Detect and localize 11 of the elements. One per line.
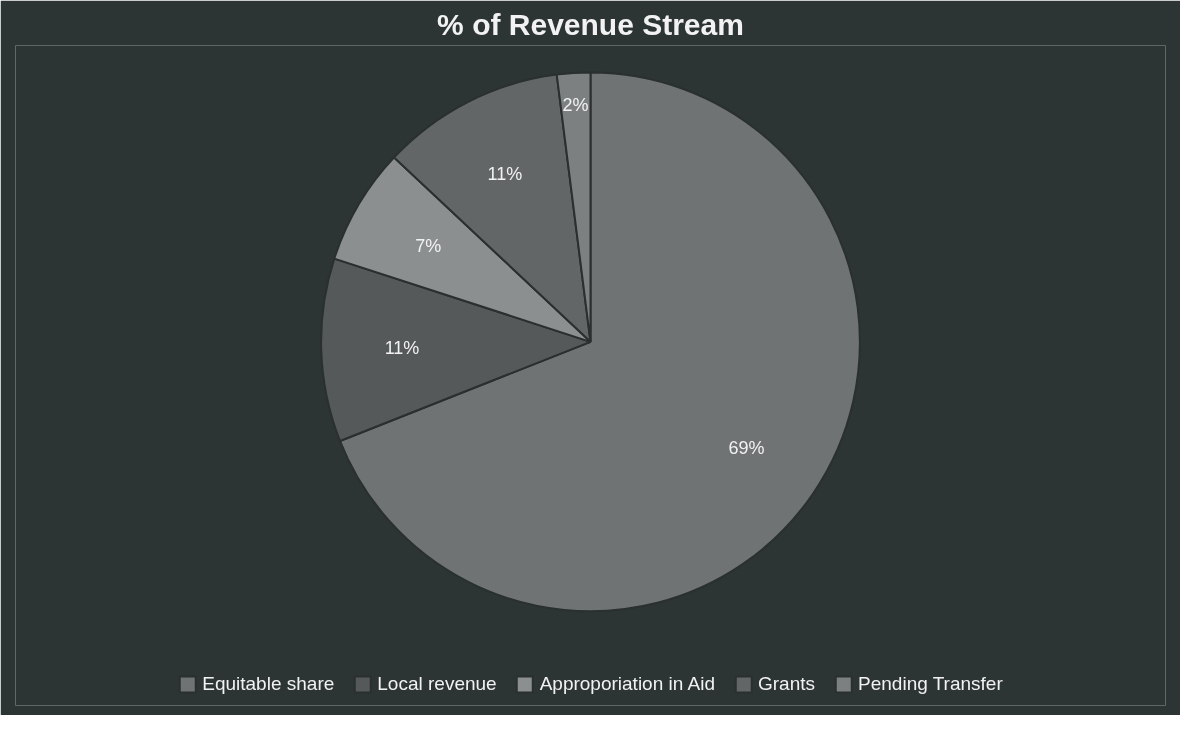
legend-label: Approporiation in Aid [539, 673, 716, 695]
legend-label: Grants [758, 673, 816, 695]
data-label: 11% [487, 163, 523, 184]
data-label: 7% [415, 235, 442, 256]
data-label: 11% [384, 337, 420, 358]
legend-label: Pending Transfer [858, 673, 1003, 695]
legend-label: Equitable share [202, 673, 335, 695]
legend-label: Local revenue [377, 673, 497, 695]
data-label: 2% [562, 95, 589, 116]
data-label: 69% [728, 437, 765, 458]
chart-title: % of Revenue Stream [437, 7, 744, 41]
